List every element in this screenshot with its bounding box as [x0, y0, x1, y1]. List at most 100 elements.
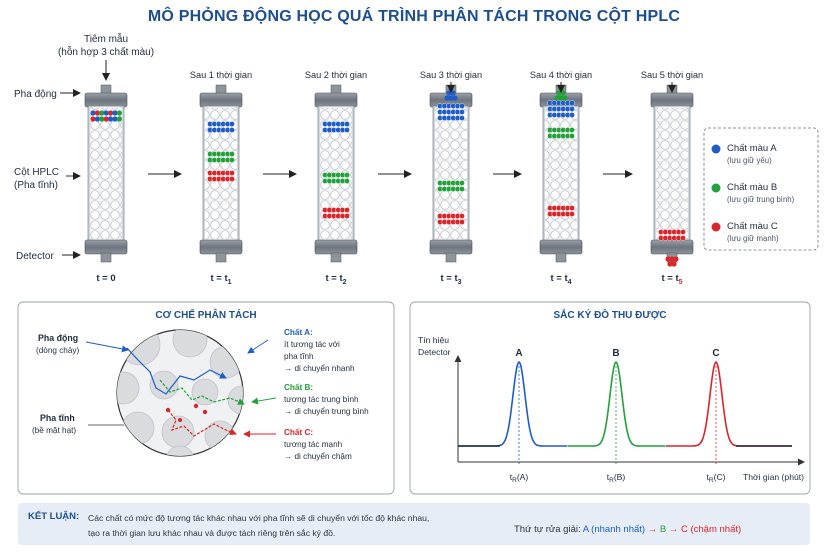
sample-dot-C	[103, 116, 109, 122]
eluting-dot-B	[562, 95, 568, 101]
page-title: MÔ PHỎNG ĐỘNG HỌC QUÁ TRÌNH PHÂN TÁCH TR…	[147, 8, 681, 25]
column-bottom-cap	[84, 239, 128, 255]
column-outlet-fitting	[100, 252, 112, 263]
legend-desc-a: (lưu giữ yếu)	[727, 156, 772, 165]
time-label-4: t = t4	[550, 273, 571, 286]
path-c-red	[167, 409, 237, 437]
column-sublabel: (Pha tĩnh)	[14, 180, 58, 191]
column-outlet-fitting	[555, 252, 567, 263]
band-dot-A	[459, 109, 465, 115]
eluting-dot-A	[448, 95, 454, 101]
band-dot-B	[459, 180, 465, 186]
mech-a-pointer	[247, 339, 269, 354]
column-inlet-fitting	[330, 84, 342, 95]
sample-dot-C	[90, 116, 96, 122]
time-label-3: t = t3	[440, 273, 461, 286]
sample-dot-A	[103, 110, 109, 116]
mech-c-line1: tương tác mạnh	[284, 440, 343, 449]
time-label-main: t = t	[550, 273, 568, 284]
inject-sublabel: (hỗn hợp 3 chất màu)	[58, 45, 154, 58]
mech-mobile-arrow	[85, 341, 129, 353]
peak-label-A: A	[515, 348, 522, 359]
band-dot-C	[344, 207, 350, 213]
legend-name-c: Chất màu C	[727, 221, 778, 232]
column-caption-3: Sau 3 thời gian	[420, 70, 482, 80]
conclusion-box: KẾT LUẬN: Các chất có mức độ tương tác k…	[18, 503, 810, 545]
sample-dot-A	[108, 116, 114, 122]
time-label-main: t = t	[661, 273, 679, 284]
eluting-dot-C	[669, 256, 675, 262]
sample-dot-C	[108, 110, 114, 116]
conclusion-line2: tạo ra thời gian lưu khác nhau và được t…	[88, 528, 336, 538]
mech-a-head: Chất A:	[284, 328, 313, 337]
column-bottom-cap	[539, 239, 583, 255]
retention-t: t	[706, 472, 709, 482]
column-packing	[90, 108, 122, 239]
band-dot-C	[459, 219, 465, 225]
band-dot-C	[569, 211, 575, 217]
conclusion-label: KẾT LUẬN:	[28, 511, 80, 522]
sample-dot-A	[90, 110, 96, 116]
time-label-1: t = t1	[210, 273, 231, 286]
retention-sub: R	[709, 477, 714, 484]
band-dot-B	[344, 178, 350, 184]
retention-arg: (B)	[614, 472, 626, 482]
mech-b-pointer	[251, 397, 277, 405]
time-label-main: t = t	[210, 273, 228, 284]
peak-B-line	[567, 361, 666, 447]
band-dot-B	[229, 157, 235, 163]
column-bottom-cap	[199, 239, 243, 255]
legend-desc-b: (lưu giữ trung bình)	[727, 195, 795, 204]
time-label-subscript: 1	[228, 279, 232, 286]
column-top-cap	[84, 92, 128, 108]
sample-dot-B	[116, 110, 122, 116]
order-a: A (nhanh nhất)	[582, 524, 646, 535]
hplc-column-1: t = t1 Sau 1 thời gian	[190, 70, 252, 286]
band-dot-A	[459, 103, 465, 109]
retention-t: t	[510, 472, 513, 482]
retention-sub: R	[512, 477, 517, 484]
eluting-dot-A	[444, 95, 450, 101]
hplc-column-2: t = t2 Sau 2 thời gian	[305, 70, 367, 286]
legend-dot-c	[711, 222, 721, 232]
eluting-dot-C	[673, 256, 679, 262]
eluting-dot-C	[665, 256, 671, 262]
band-dot-C	[459, 213, 465, 219]
retention-arg: (C)	[714, 472, 726, 482]
peak-label-B: B	[612, 348, 619, 359]
order-arrow-1: →	[647, 524, 658, 535]
eluting-dot-A	[452, 95, 458, 101]
column-caption-4: Sau 4 thời gian	[530, 70, 592, 80]
mobile-phase-label: Pha động	[14, 89, 57, 100]
column-inlet-fitting	[215, 84, 227, 95]
retention-t: t	[607, 472, 610, 482]
mechanism-panel: CƠ CHẾ PHÂN TÁCH Pha động (dòng chảy) Ph…	[17, 301, 395, 495]
time-label-2: t = t2	[325, 273, 346, 286]
column-caption-1: Sau 1 thời gian	[190, 70, 252, 80]
time-label-subscript: 3	[458, 279, 462, 286]
column-inlet-fitting	[100, 84, 112, 95]
mech-stationary-sublabel: (bề mặt hạt)	[32, 426, 76, 435]
band-dot-B	[569, 133, 575, 139]
band-dot-B	[459, 186, 465, 192]
order-b: B	[659, 524, 667, 535]
hplc-column-0: t = 0	[84, 84, 128, 284]
mech-c-line2: → di chuyển chậm	[284, 451, 352, 461]
retention-time-C: tR(C)	[706, 472, 725, 484]
time-label-subscript: 4	[568, 279, 572, 286]
chromatogram-panel: SẮC KÝ ĐỒ THU ĐƯỢC Tín hiệu Detector Thờ…	[409, 301, 811, 495]
column-top-cap	[650, 92, 694, 108]
column-top-cap	[199, 92, 243, 108]
sample-dot-B	[116, 116, 122, 122]
column-top-cap	[314, 92, 358, 108]
column-packing	[656, 108, 688, 239]
mech-mobile-label: Pha động	[38, 333, 78, 343]
chrom-xlabel: Thời gian (phút)	[743, 472, 804, 482]
peak-label-C: C	[712, 348, 719, 359]
band-dot-A	[344, 127, 350, 133]
legend-name-b: Chất màu B	[727, 182, 777, 193]
order-arrow-2: →	[668, 524, 679, 535]
sample-dot-A	[112, 110, 118, 116]
band-dot-A	[459, 115, 465, 121]
band-dot-C	[680, 235, 686, 241]
